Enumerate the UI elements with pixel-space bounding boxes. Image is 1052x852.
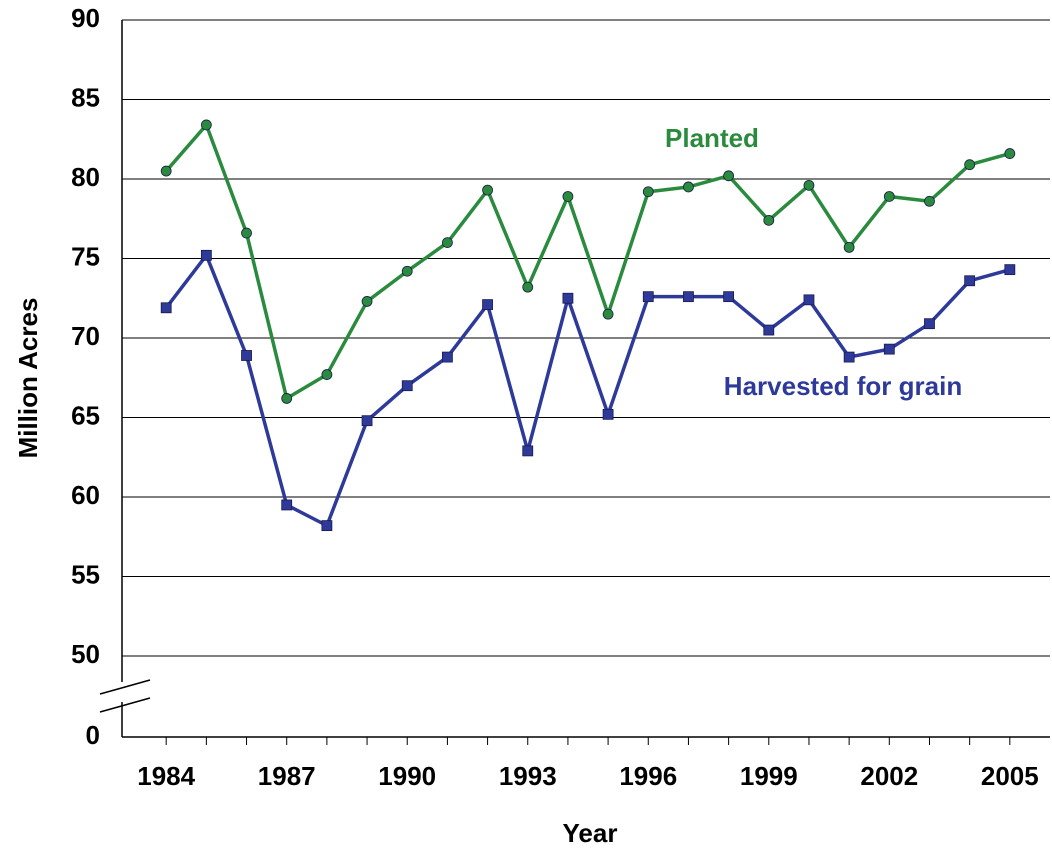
series-marker [683,291,694,303]
series-marker [160,165,172,177]
series-marker [241,350,252,361]
series-line [164,253,1011,528]
x-tick-label: 1990 [378,761,436,791]
series-marker [964,159,976,171]
series-marker [361,415,373,427]
x-tick-label: 1984 [137,761,195,791]
series-marker [482,184,493,196]
y-tick-label: 0 [86,720,100,750]
series-marker [522,445,534,457]
y-tick-label: 75 [71,241,100,271]
x-tick-label: 2002 [860,761,918,791]
x-tick-label: 1987 [258,761,316,791]
series-marker [723,291,735,303]
series-marker [200,249,212,261]
series-marker [241,227,252,239]
series-marker [442,351,453,363]
series-marker [562,191,574,202]
series-marker [281,393,293,404]
series-marker [321,520,333,532]
series-marker [200,119,212,131]
series-marker [683,181,694,193]
series-marker [642,186,654,198]
axis-break [99,679,151,695]
series-marker [602,308,614,320]
y-tick-label: 85 [71,82,100,112]
series-marker [562,292,574,304]
y-tick-label: 50 [71,639,100,669]
y-tick-label: 55 [71,559,100,589]
series-marker [401,380,413,392]
series-marker [803,294,815,306]
series-marker [321,369,333,380]
x-tick-label: 1999 [740,761,798,791]
y-tick-label: 90 [71,3,100,33]
series-marker [924,318,935,330]
series-marker [160,302,172,314]
series-marker [361,296,373,307]
series-marker [401,265,413,277]
series-line [164,123,1011,401]
series-marker [924,195,935,207]
series-marker [883,343,895,355]
axis-break [99,697,151,713]
x-axis-label: Year [563,818,618,848]
series-marker [964,275,976,287]
series-marker [442,237,453,249]
series-marker [642,291,654,303]
x-tick-label: 2005 [981,761,1039,791]
series-marker [1004,148,1016,159]
y-tick-label: 70 [71,321,100,351]
series-marker [723,170,735,182]
series-marker [883,191,895,202]
series-marker [281,499,293,511]
y-tick-label: 65 [71,400,100,430]
series-marker [763,324,775,336]
series-marker [843,241,855,253]
series-label: Planted [665,123,759,153]
series-marker [803,179,815,191]
y-tick-label: 80 [71,162,100,192]
y-tick-label: 60 [71,480,100,510]
series-marker [843,351,855,363]
x-tick-label: 1993 [499,761,557,791]
series-marker [602,408,614,420]
series-marker [1004,264,1016,276]
series-marker [763,214,775,226]
series-marker [482,299,493,311]
y-axis-label: Million Acres [13,298,43,459]
series-label: Harvested for grain [724,371,962,401]
x-tick-label: 1996 [619,761,677,791]
series-marker [522,281,534,293]
